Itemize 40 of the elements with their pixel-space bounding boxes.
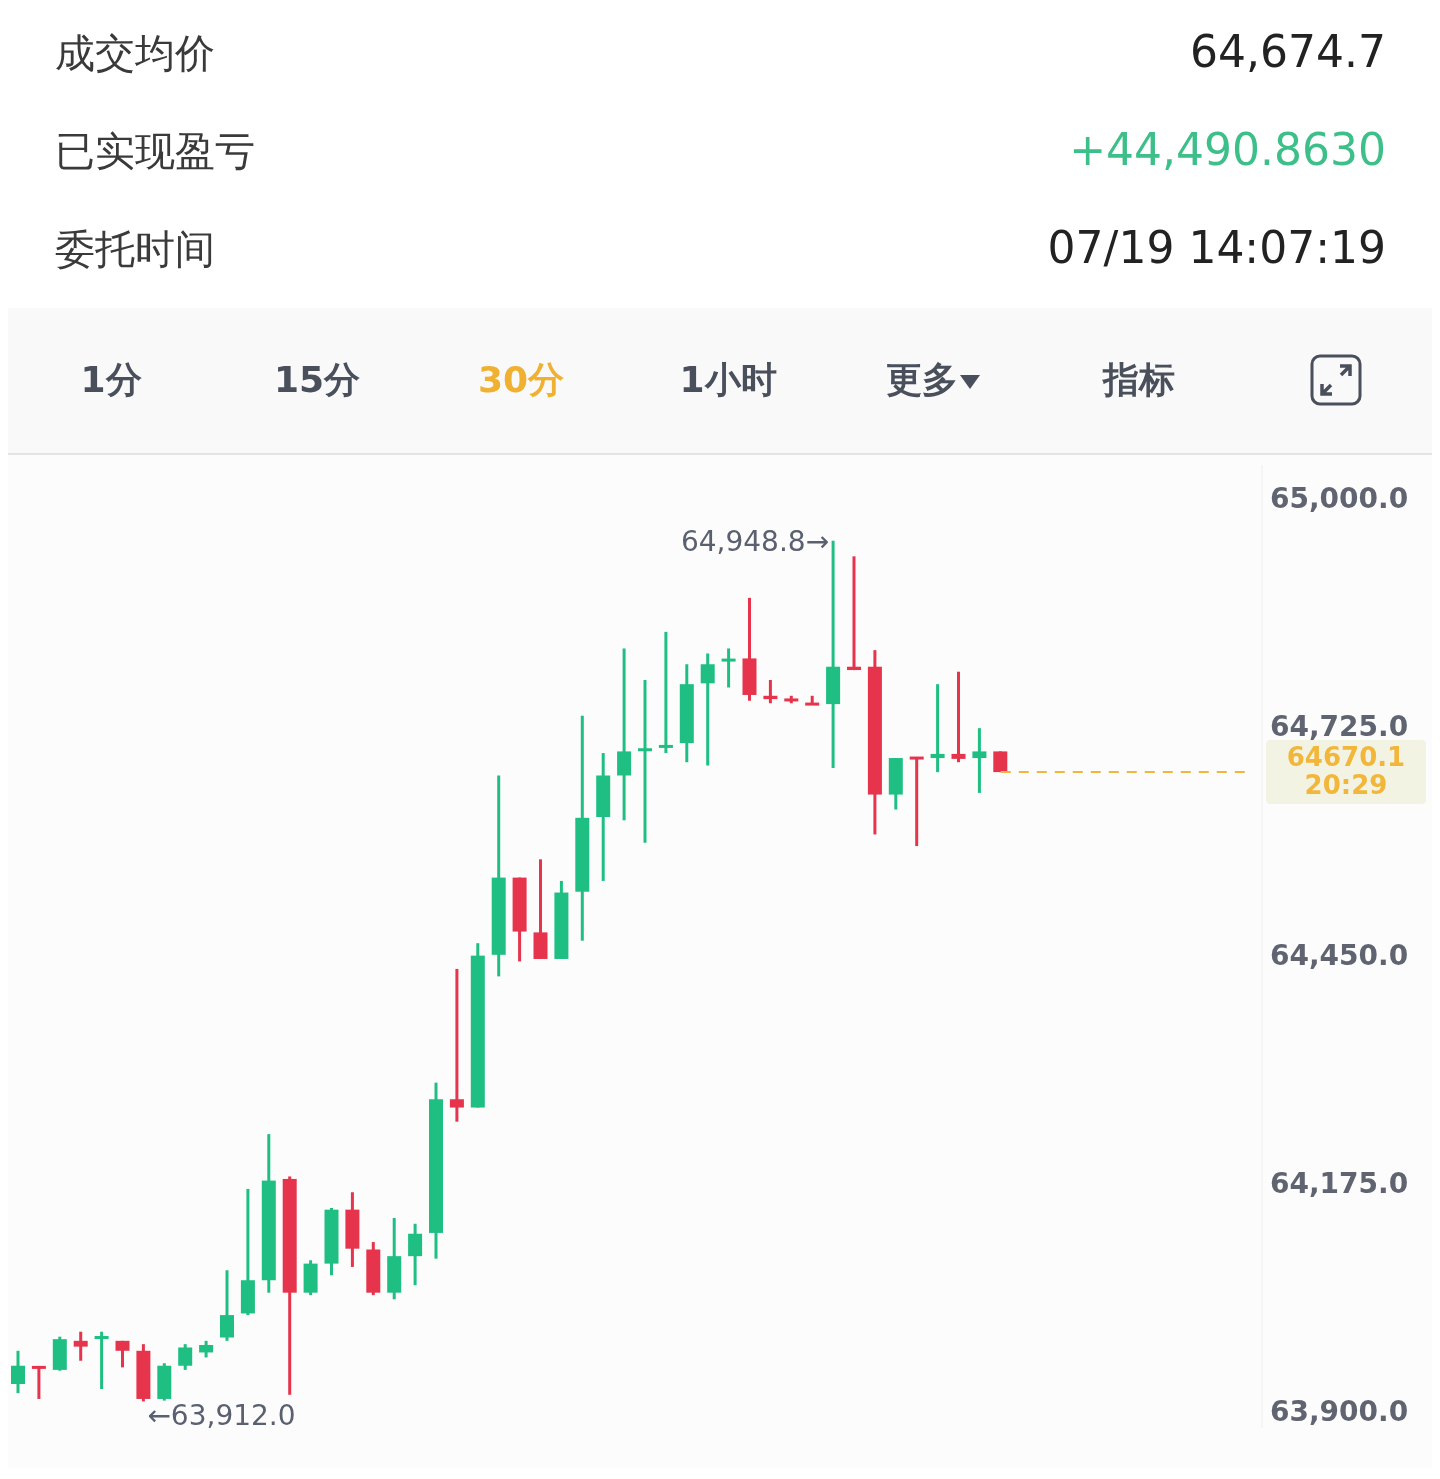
candlestick <box>930 684 945 774</box>
text: 委托时间 <box>55 225 215 274</box>
text: 指标 <box>1101 358 1176 402</box>
candlestick <box>94 1331 109 1389</box>
text: 1小时 <box>678 358 778 402</box>
candlestick <box>763 680 778 704</box>
y-tick-label: 64,725.0 <box>1270 710 1409 744</box>
y-tick-label: 64,450.0 <box>1270 938 1409 972</box>
candlestick <box>972 728 987 793</box>
candlestick <box>638 680 652 843</box>
text: 07/19 14:07:19 <box>1047 222 1386 273</box>
candlestick <box>115 1339 130 1368</box>
candlestick <box>721 648 736 688</box>
candlestick <box>847 556 861 672</box>
ref-line-label: 64670.1 20:29 <box>1286 741 1406 800</box>
y-tick-label: 64,175.0 <box>1270 1167 1409 1201</box>
candlestick <box>909 756 924 848</box>
y-tick-label: 63,900.0 <box>1270 1395 1409 1429</box>
y-tick-label: 65,000.0 <box>1270 482 1409 516</box>
candlestick <box>658 630 673 755</box>
candlestick <box>617 648 632 821</box>
text: 64,674.7 <box>1190 26 1386 77</box>
text: +44,490.8630 <box>1069 124 1386 175</box>
candlestick <box>449 967 464 1122</box>
text: 已实现盈亏 <box>55 127 255 176</box>
candlestick <box>31 1365 46 1399</box>
text: 30分 <box>476 358 566 402</box>
candlestick <box>220 1270 234 1341</box>
candlestick <box>178 1344 193 1370</box>
text: 1分 <box>79 358 143 402</box>
annotation: 64,948.8→ <box>680 524 830 558</box>
candlestick <box>700 653 715 766</box>
text: 15分 <box>272 358 362 402</box>
candlestick <box>11 1349 25 1395</box>
candlestick <box>408 1222 423 1287</box>
annotation: ←63,912.0 <box>147 1399 296 1433</box>
candlestick <box>951 671 966 764</box>
text: 更多 <box>885 358 959 402</box>
candlestick <box>73 1331 88 1361</box>
text: 成交均价 <box>55 29 215 78</box>
